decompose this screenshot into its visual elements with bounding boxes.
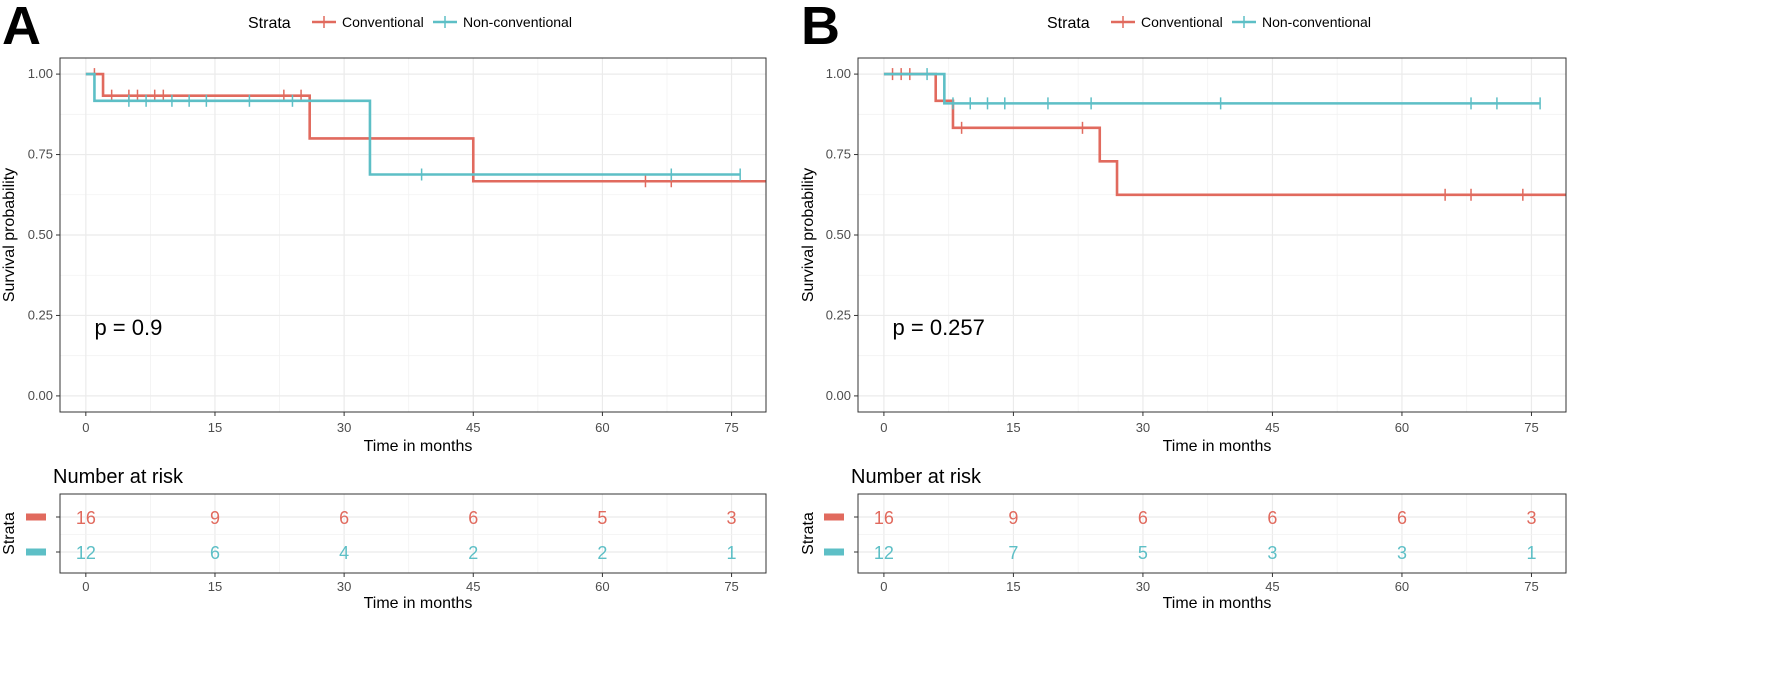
risk-table-background (60, 494, 766, 573)
risk-count: 3 (1526, 508, 1536, 528)
survival-curve-non-conventional (883, 72, 1541, 105)
panel-label: A (2, 0, 41, 56)
y-tick-label: 0.75 (28, 147, 53, 162)
risk-count: 2 (597, 543, 607, 563)
risk-x-tick-label: 75 (724, 579, 738, 594)
risk-x-tick-label: 30 (1136, 579, 1150, 594)
risk-x-tick-label: 15 (208, 579, 222, 594)
x-tick-label: 60 (1395, 420, 1409, 435)
p-value-label: p = 0.257 (893, 315, 985, 340)
risk-count: 9 (210, 508, 220, 528)
risk-count: 5 (597, 508, 607, 528)
y-tick-label: 0.50 (826, 227, 851, 242)
risk-count: 12 (76, 543, 96, 563)
risk-x-tick-label: 60 (595, 579, 609, 594)
risk-row-key-conventional (824, 513, 844, 521)
risk-strata-label: Strata (800, 512, 817, 555)
risk-count: 5 (1138, 543, 1148, 563)
x-tick-label: 60 (595, 420, 609, 435)
risk-x-tick-label: 60 (1395, 579, 1409, 594)
y-tick-label: 0.50 (28, 227, 53, 242)
y-tick-label: 0.75 (826, 147, 851, 162)
risk-count: 6 (339, 508, 349, 528)
y-tick-label: 0.25 (28, 307, 53, 322)
risk-row-key-conventional (26, 513, 46, 521)
x-tick-label: 30 (337, 420, 351, 435)
risk-table-background (858, 494, 1566, 573)
y-tick-label: 1.00 (28, 66, 53, 81)
x-tick-label: 15 (208, 420, 222, 435)
x-tick-label: 45 (466, 420, 480, 435)
x-tick-label: 15 (1006, 420, 1020, 435)
risk-table-title: Number at risk (53, 466, 184, 488)
risk-count: 16 (874, 508, 894, 528)
risk-count: 12 (874, 543, 894, 563)
legend-label-1: Non-conventional (1262, 14, 1371, 30)
risk-table-title: Number at risk (851, 466, 982, 488)
y-axis-title: Survival probability (1, 168, 18, 302)
risk-count: 3 (1397, 543, 1407, 563)
risk-count: 7 (1008, 543, 1018, 563)
risk-x-tick-label: 0 (82, 579, 89, 594)
risk-count: 1 (727, 543, 737, 563)
x-tick-label: 0 (880, 420, 887, 435)
risk-table-border (857, 493, 1567, 574)
risk-x-axis-title: Time in months (364, 595, 473, 612)
x-tick-label: 75 (724, 420, 738, 435)
legend-title: Strata (248, 15, 291, 32)
risk-count: 6 (210, 543, 220, 563)
risk-strata-label: Strata (1, 512, 18, 555)
risk-count: 1 (1526, 543, 1536, 563)
y-tick-label: 0.00 (826, 388, 851, 403)
y-axis-title: Survival probability (800, 168, 817, 302)
risk-count: 16 (76, 508, 96, 528)
risk-x-tick-label: 0 (880, 579, 887, 594)
survival-curve-non-conventional (85, 72, 741, 176)
legend-title: Strata (1047, 15, 1090, 32)
y-tick-label: 0.00 (28, 388, 53, 403)
risk-x-tick-label: 30 (337, 579, 351, 594)
risk-x-tick-label: 75 (1524, 579, 1538, 594)
legend-label-0: Conventional (342, 14, 424, 30)
y-tick-label: 1.00 (826, 66, 851, 81)
risk-x-tick-label: 15 (1006, 579, 1020, 594)
risk-count: 6 (468, 508, 478, 528)
survival-curve-conventional (883, 72, 1566, 197)
y-tick-label: 0.25 (826, 307, 851, 322)
risk-x-axis-title: Time in months (1163, 595, 1272, 612)
risk-count: 3 (727, 508, 737, 528)
risk-count: 6 (1267, 508, 1277, 528)
risk-count: 4 (339, 543, 349, 563)
risk-x-tick-label: 45 (466, 579, 480, 594)
risk-row-key-non-conventional (824, 548, 844, 556)
x-tick-label: 75 (1524, 420, 1538, 435)
x-axis-title: Time in months (364, 438, 473, 455)
risk-count: 6 (1397, 508, 1407, 528)
risk-count: 6 (1138, 508, 1148, 528)
legend-label-1: Non-conventional (463, 14, 572, 30)
x-tick-label: 0 (82, 420, 89, 435)
x-axis-title: Time in months (1163, 438, 1272, 455)
risk-count: 9 (1008, 508, 1018, 528)
p-value-label: p = 0.9 (94, 315, 162, 340)
legend-label-0: Conventional (1141, 14, 1223, 30)
risk-x-tick-label: 45 (1265, 579, 1279, 594)
risk-count: 2 (468, 543, 478, 563)
risk-row-key-non-conventional (26, 548, 46, 556)
panel-label: B (801, 0, 840, 56)
x-tick-label: 45 (1265, 420, 1279, 435)
risk-table-border (59, 493, 767, 574)
x-tick-label: 30 (1136, 420, 1150, 435)
risk-count: 3 (1267, 543, 1277, 563)
